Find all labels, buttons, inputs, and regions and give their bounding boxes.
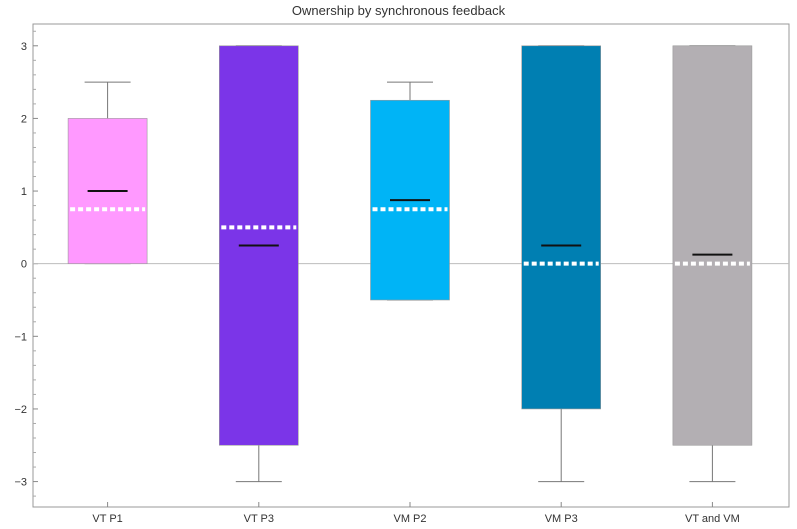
x-axis: VT P1 VT P3 VM P2 VM P3 VT and VM bbox=[92, 502, 740, 525]
boxes-layer bbox=[67, 45, 753, 483]
chart-title: Ownership by synchronous feedback bbox=[291, 3, 506, 18]
box bbox=[672, 45, 753, 446]
y-axis: 3 2 1 0 −1 −2 −3 bbox=[14, 30, 38, 497]
y-tick-label: 3 bbox=[21, 41, 27, 53]
x-tick-label: VT P3 bbox=[244, 513, 274, 525]
y-tick-label: −1 bbox=[14, 331, 27, 343]
plot-frame bbox=[32, 23, 790, 508]
x-tick-label: VM P3 bbox=[545, 513, 578, 525]
box-group bbox=[219, 45, 299, 483]
y-tick-label: −2 bbox=[14, 404, 27, 416]
x-tick-label: VT and VM bbox=[685, 513, 740, 525]
box bbox=[521, 45, 602, 410]
box-group bbox=[67, 81, 148, 265]
y-tick-label: −3 bbox=[14, 477, 27, 489]
x-tick-label: VT P1 bbox=[92, 513, 122, 525]
y-tick-label: 2 bbox=[21, 113, 27, 125]
box-group bbox=[370, 81, 450, 301]
x-tick-label: VM P2 bbox=[393, 513, 426, 525]
y-tick-label: 0 bbox=[21, 259, 27, 271]
box-group bbox=[521, 45, 602, 483]
y-tick-label: 1 bbox=[21, 186, 27, 198]
box-group bbox=[672, 45, 753, 483]
